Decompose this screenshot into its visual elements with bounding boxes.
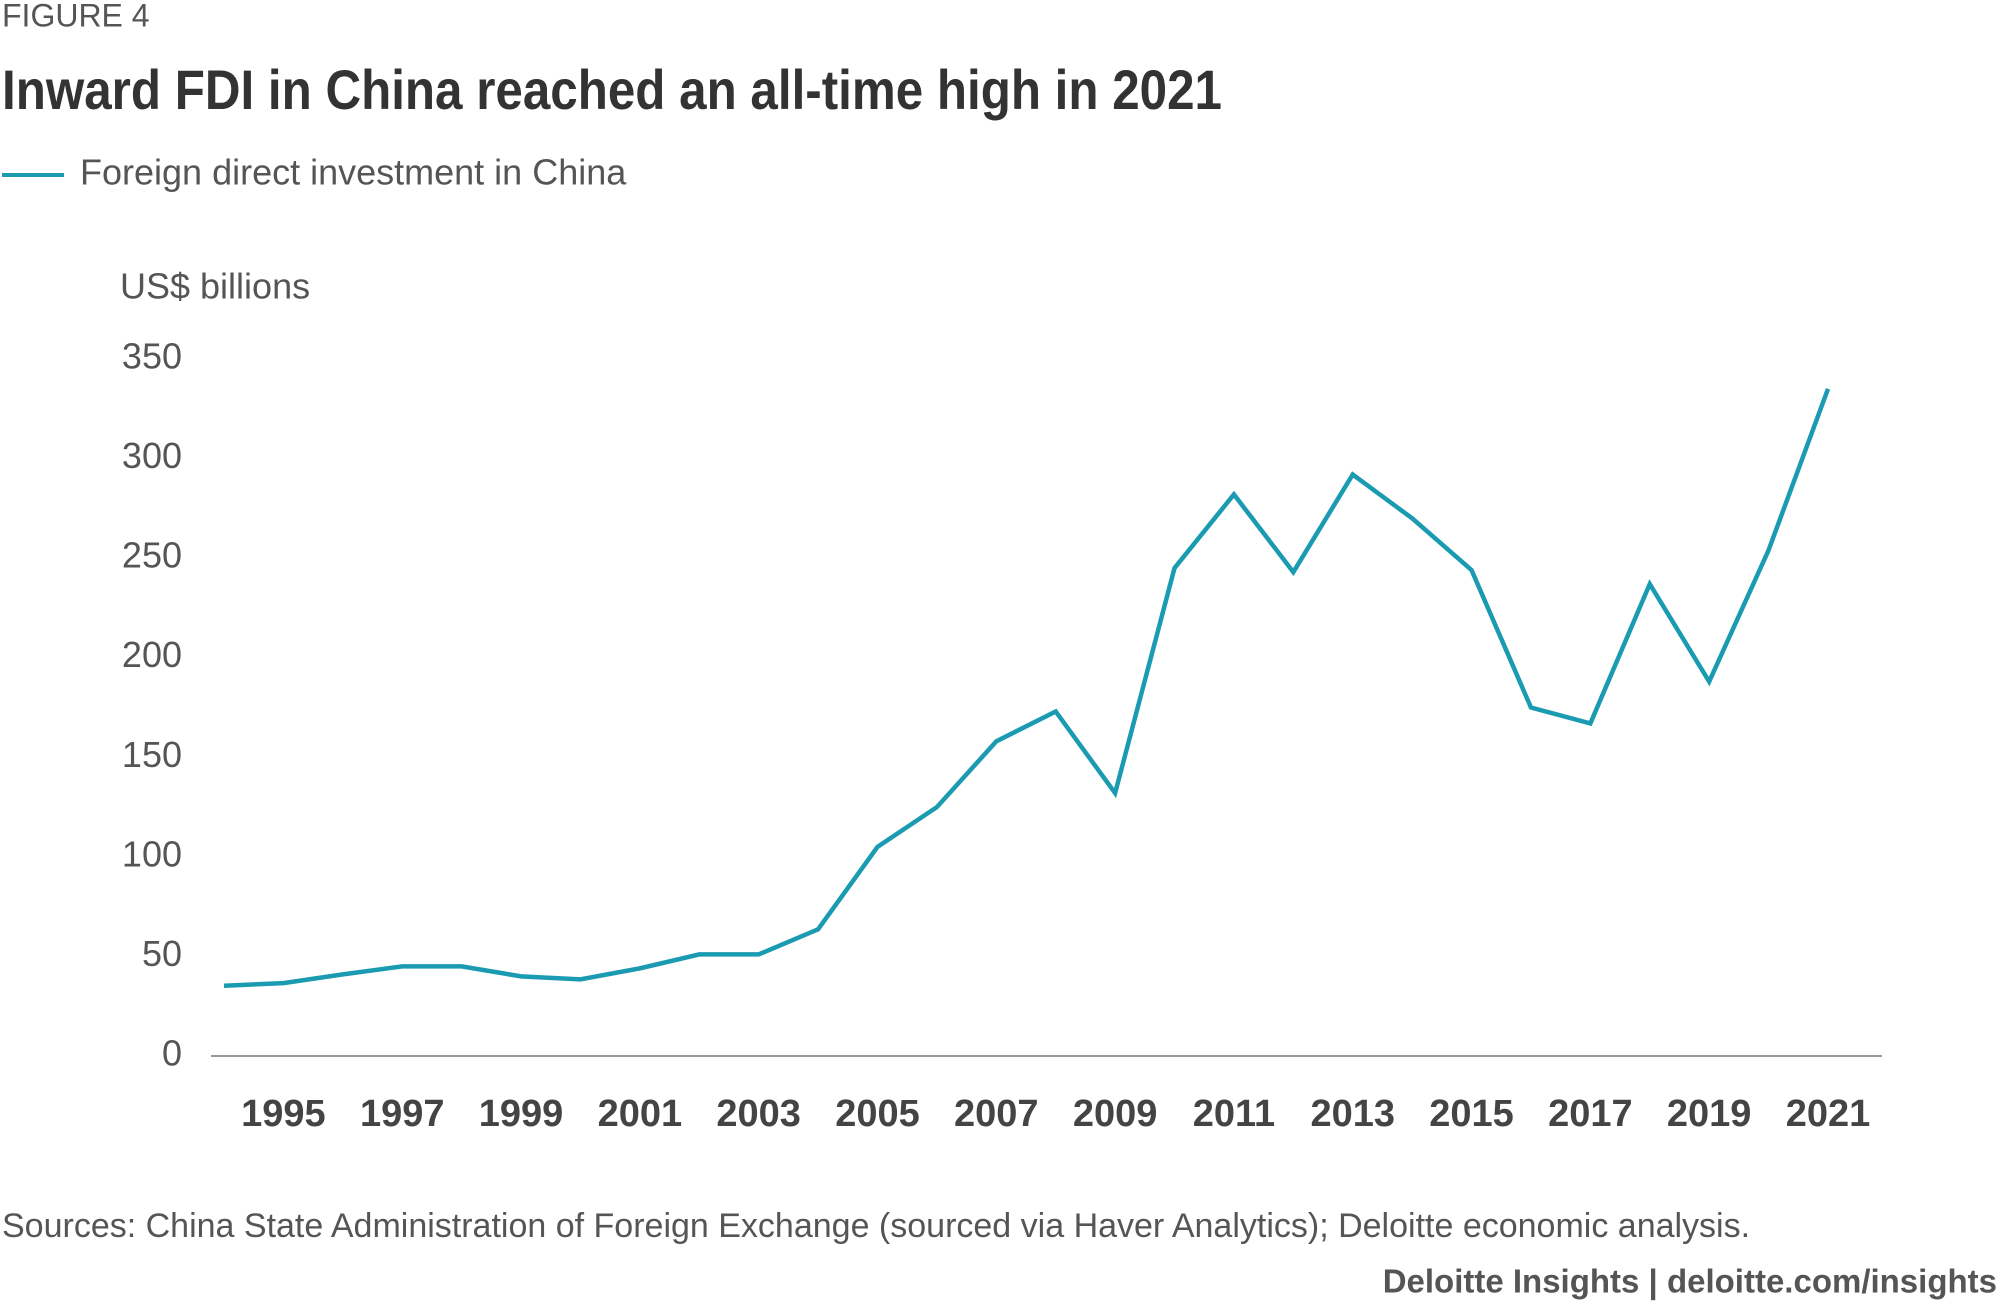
x-tick-label: 2019: [1667, 1093, 1752, 1135]
y-tick-label: 50: [142, 933, 182, 974]
x-tick-label: 2003: [716, 1093, 801, 1135]
y-tick-label: 350: [122, 336, 182, 377]
x-tick-label: 1997: [360, 1093, 445, 1135]
y-tick-label: 250: [122, 535, 182, 576]
x-tick-label: 1999: [479, 1093, 564, 1135]
x-tick-label: 1995: [241, 1093, 326, 1135]
y-tick-label: 100: [122, 833, 182, 874]
x-tick-label: 2011: [1193, 1093, 1275, 1135]
x-tick-label: 2009: [1073, 1093, 1158, 1135]
source-note: Sources: China State Administration of F…: [2, 1207, 1750, 1245]
y-tick-label: 0: [162, 1033, 182, 1074]
legend-label: Foreign direct investment in China: [80, 152, 627, 193]
x-tick-label: 2021: [1786, 1093, 1871, 1135]
x-tick-label: 2007: [954, 1093, 1039, 1135]
figure-label: FIGURE 4: [2, 0, 150, 33]
x-tick-label: 2013: [1310, 1093, 1395, 1135]
x-tick-label: 2005: [835, 1093, 920, 1135]
x-tick-label: 2001: [598, 1093, 683, 1135]
chart-title: Inward FDI in China reached an all-time …: [2, 58, 1222, 121]
y-tick-label: 150: [122, 734, 182, 775]
footer: Deloitte Insights | deloitte.com/insight…: [1383, 1263, 1997, 1300]
y-tick-label: 200: [122, 634, 182, 675]
x-tick-label: 2015: [1429, 1093, 1514, 1135]
data-line: [223, 388, 1831, 988]
x-tick-label: 2017: [1548, 1093, 1633, 1135]
y-tick-label: 300: [122, 435, 182, 476]
y-axis-label: US$ billions: [120, 266, 310, 307]
